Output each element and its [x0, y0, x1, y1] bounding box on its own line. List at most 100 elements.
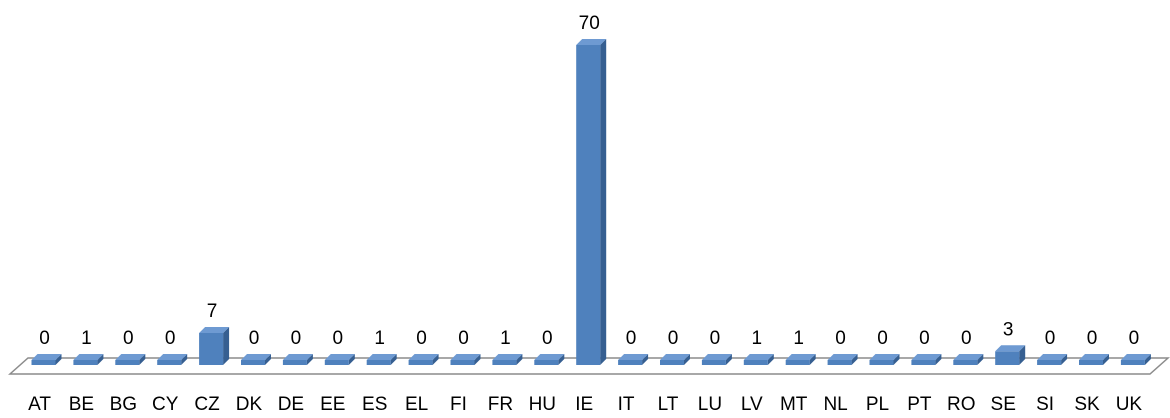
bar-front: [827, 360, 852, 365]
bar-top: [408, 354, 439, 360]
bar-el: [408, 354, 439, 365]
bar-front: [31, 360, 56, 365]
category-label-es: ES: [362, 394, 387, 415]
value-label-bg: 0: [123, 328, 134, 349]
bar-top: [366, 354, 397, 360]
bar-side: [223, 327, 230, 365]
value-label-dk: 0: [249, 328, 260, 349]
bar-nl: [827, 354, 858, 365]
bar-top: [576, 39, 607, 45]
bar-pl: [869, 354, 900, 365]
bar-front: [534, 360, 559, 365]
bar-side: [1144, 354, 1151, 365]
category-label-fr: FR: [488, 394, 513, 415]
bar-top: [701, 354, 732, 360]
value-label-nl: 0: [835, 328, 846, 349]
bar-side: [642, 354, 649, 365]
bar-side: [139, 354, 146, 365]
category-label-pl: PL: [866, 394, 889, 415]
category-label-se: SE: [991, 394, 1016, 415]
bar-top: [492, 354, 523, 360]
bar-top: [324, 354, 355, 360]
bar-se: [995, 345, 1026, 365]
bar-fi: [450, 354, 481, 365]
bar-side: [390, 354, 397, 365]
bar-de: [282, 354, 313, 365]
category-label-lv: LV: [741, 394, 763, 415]
bar-top: [241, 354, 271, 360]
bar-top: [785, 354, 816, 360]
bar-top: [827, 354, 858, 360]
category-label-hu: HU: [529, 394, 556, 415]
value-label-cy: 0: [165, 328, 176, 349]
bar-side: [474, 354, 481, 365]
category-label-cy: CY: [152, 394, 179, 415]
bar-top: [743, 354, 774, 360]
bar-side: [55, 354, 62, 365]
bar-front: [450, 360, 475, 365]
value-label-fi: 0: [458, 328, 469, 349]
bar-side: [851, 354, 858, 365]
bar-side: [97, 354, 104, 365]
value-label-ie: 70: [579, 13, 600, 34]
bar-lt: [660, 354, 690, 365]
category-label-sk: SK: [1074, 394, 1100, 415]
bar-ee: [324, 354, 355, 365]
bar-front: [743, 360, 768, 365]
value-label-it: 0: [626, 328, 637, 349]
bar-hu: [534, 354, 565, 365]
bar-front: [576, 45, 601, 365]
bar-front: [199, 333, 224, 365]
value-label-fr: 1: [500, 328, 511, 349]
bar-pt: [911, 354, 942, 365]
value-label-es: 1: [374, 328, 385, 349]
category-label-ie: IE: [575, 394, 593, 415]
bar-fr: [492, 354, 523, 365]
bar-front: [324, 360, 349, 365]
bar-side: [558, 354, 565, 365]
category-label-lt: LT: [658, 394, 679, 415]
bar-front: [73, 360, 98, 365]
bar-top: [73, 354, 104, 360]
category-label-at: AT: [28, 394, 51, 415]
bar-top: [618, 354, 649, 360]
category-label-mt: MT: [780, 394, 808, 415]
category-label-nl: NL: [823, 394, 847, 415]
value-label-lu: 0: [710, 328, 721, 349]
bar-front: [366, 360, 391, 365]
bar-side: [306, 354, 313, 365]
bar-side: [684, 354, 690, 365]
bar-cy: [157, 354, 188, 365]
bar-top: [911, 354, 942, 360]
bar-mt: [785, 354, 816, 365]
category-label-dk: DK: [236, 394, 263, 415]
value-label-el: 0: [416, 328, 427, 349]
category-label-ee: EE: [320, 394, 345, 415]
category-label-pt: PT: [907, 394, 932, 415]
bar-side: [893, 354, 900, 365]
bar-front: [282, 360, 307, 365]
value-label-cz: 7: [207, 301, 218, 322]
category-label-si: SI: [1036, 394, 1054, 415]
bar-side: [935, 354, 942, 365]
bar-front: [1079, 360, 1103, 365]
category-label-lu: LU: [698, 394, 722, 415]
value-label-mt: 1: [793, 328, 804, 349]
bar-front: [953, 360, 978, 365]
bar-top: [995, 345, 1026, 352]
bar-top: [199, 327, 230, 333]
bar-top: [534, 354, 565, 360]
category-label-be: BE: [69, 394, 94, 415]
bar-front: [995, 351, 1020, 365]
bar-side: [725, 354, 732, 365]
category-label-uk: UK: [1116, 394, 1143, 415]
bar-top: [1037, 354, 1068, 360]
bar-side: [767, 354, 774, 365]
category-labels-group: AT BE BG CY CZ DK DE EE ES EL FI FR HU IE IT LT LU LV MT NL…: [28, 394, 1142, 415]
bar-side: [1019, 345, 1026, 365]
bar-top: [660, 354, 690, 360]
value-label-hu: 0: [542, 328, 553, 349]
value-label-ee: 0: [333, 328, 344, 349]
category-label-de: DE: [278, 394, 304, 415]
